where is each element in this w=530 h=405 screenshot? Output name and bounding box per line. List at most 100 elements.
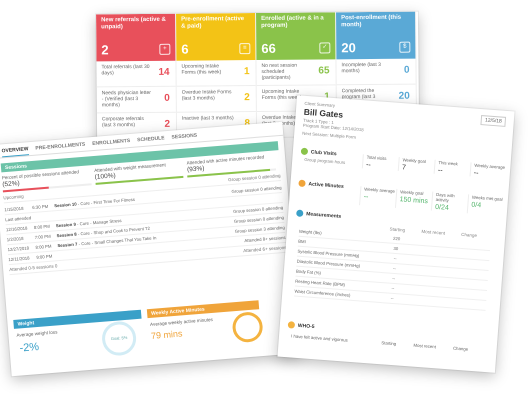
meas-title: Measurements (306, 210, 342, 220)
session-date: 1/2/2018 (6, 235, 24, 243)
am-cell: Weeks met goal 0/4 (466, 194, 505, 216)
measurement-change[interactable] (446, 302, 482, 305)
session-date: 12/11/2018 (8, 255, 30, 263)
who-title: WHO-5 (297, 322, 315, 330)
measurements-rows: Weight (lbs) 220 BMI 30 Systolic Blood Press… (294, 226, 491, 311)
who5-header: WHO-5 (287, 321, 315, 330)
club-label: Total visits (366, 154, 387, 162)
club-value: -- (365, 161, 372, 169)
measurement-change[interactable] (448, 282, 484, 285)
measurement-change[interactable] (451, 243, 487, 246)
session-name: Session 9 (55, 221, 77, 229)
measurement-change[interactable] (447, 292, 483, 295)
session-time: 6:30 PM (32, 203, 49, 211)
stats-column-header[interactable]: New referrals (active & unpaid) 2 + (96, 13, 176, 62)
person-plus-icon: + (159, 43, 171, 55)
club-cell: Weekly goal 7 (397, 156, 435, 174)
stats-row-label: Needs physician letter - (Verified (last… (101, 89, 151, 109)
stats-column-title: Post-enrollment (this month) (341, 14, 402, 29)
stats-row-label: Upcoming Intake Forms (this week) (181, 63, 222, 76)
stats-row-label: Incomplete (last 3 months) (341, 61, 381, 75)
stats-column-header[interactable]: Post-enrollment (this month) 20 $ (336, 11, 416, 60)
tab-overview[interactable]: OVERVIEW (1, 146, 29, 158)
measurements-icon (296, 209, 304, 217)
stats-row-label: Corporate referrals (last 3 months) (101, 115, 144, 129)
am-cell: Days with activity 0/24 (430, 191, 469, 214)
who5-cell: Change (452, 345, 469, 352)
measurement-start[interactable]: 30 (393, 245, 399, 252)
wam-value: 79 mins (150, 328, 183, 341)
ring-label: Goal: 5% (110, 334, 128, 342)
stats-row-value: 65 (318, 65, 330, 77)
session-right (221, 197, 283, 202)
session-name: Session 7 (57, 241, 78, 249)
measurement-start[interactable]: -- (391, 285, 395, 292)
measurement-recent[interactable] (412, 270, 448, 273)
tab-enrollments[interactable]: ENROLLMENTS (92, 138, 131, 148)
stats-column-value: 20 (341, 40, 356, 56)
club-sub: Group program hours (304, 156, 346, 165)
session-date: 12/27/2018 (7, 245, 30, 253)
stats-row-value: 1 (243, 66, 250, 78)
club-value: 7 (401, 164, 407, 172)
club-cell: This week -- (433, 159, 471, 177)
tab-pre-enrollments[interactable]: PRE-ENROLLMENTS (35, 141, 86, 152)
stats-row-label: Inactive (last 3 months) (181, 115, 234, 122)
overview-card: OVERVIEW PRE-ENROLLMENTS ENROLLMENTS SCH… (0, 121, 301, 377)
session-date: 1/15/2018 (4, 205, 24, 213)
stats-column-value: 66 (261, 40, 276, 56)
session-date: Last attended (4, 215, 32, 223)
tab-sessions[interactable]: SESSIONS (171, 132, 198, 141)
measurement-change[interactable] (450, 253, 486, 256)
measurement-recent[interactable] (410, 300, 446, 303)
weight-value: -2% (19, 340, 40, 355)
attended-summary: Attended 0-5 sessions 0 (9, 263, 58, 273)
club-value: -- (437, 166, 443, 175)
measurement-recent[interactable] (415, 240, 451, 243)
check-icon: ✓ (319, 42, 331, 54)
am-value: 0/24 (434, 203, 449, 212)
measurement-start[interactable]: -- (392, 275, 396, 282)
measurement-start[interactable]: -- (392, 265, 397, 272)
stats-row[interactable]: No next session scheduled (participants)… (256, 59, 336, 87)
date-badge[interactable]: 12/5/18 (480, 115, 507, 127)
stats-row[interactable]: Upcoming Intake Forms (this week) 1 (176, 60, 256, 87)
club-label: Weekly average (474, 162, 506, 170)
stats-row[interactable]: Incomplete (last 3 months) 0 (336, 58, 416, 86)
am-value: 0/4 (471, 201, 482, 210)
stats-row-value: 14 (158, 66, 170, 78)
active-minutes-header: Active Minutes (298, 179, 344, 190)
stats-row[interactable]: Needs physician letter - (Verified (last… (96, 86, 176, 114)
stats-row-value: 20 (398, 90, 410, 102)
measurement-start[interactable]: -- (390, 295, 394, 301)
session-time: 8:00 PM (33, 223, 51, 230)
stats-column-header[interactable]: Enrolled (active & in a program) 66 ✓ (256, 12, 336, 61)
measurement-change[interactable] (448, 273, 484, 276)
measurement-start[interactable]: -- (393, 255, 397, 262)
measurement-recent[interactable] (414, 250, 450, 253)
club-cell: Total visits -- (361, 154, 399, 171)
club-title: Club Visits (310, 148, 337, 157)
measurement-recent[interactable] (412, 280, 448, 283)
tab-schedule[interactable]: SCHEDULE (136, 135, 165, 144)
stats-column-title: Pre-enrollment (active & paid) (181, 16, 245, 30)
session-date: 12/16/2018 (5, 225, 28, 233)
measurement-start[interactable]: 220 (392, 235, 401, 242)
who5-row: I have felt active and vigorous Starting M… (291, 333, 481, 352)
measurement-change[interactable] (449, 263, 485, 266)
stats-row-label: No next session scheduled (participants) (261, 62, 298, 81)
stats-row-value: 0 (164, 92, 170, 104)
am-title: Active Minutes (308, 180, 344, 190)
stats-column-value: 2 (101, 42, 109, 58)
stats-column-title: New referrals (active & unpaid) (101, 16, 166, 31)
am-label: Weekly goal (399, 189, 424, 196)
session-time: 7:00 PM (34, 233, 51, 240)
stats-row[interactable]: Total referrals (last 30 days) 14 (96, 60, 176, 88)
who5-icon (287, 321, 296, 329)
stats-row[interactable]: Overdue Intake Forms (last 3 months) 2 (176, 86, 256, 113)
client-profile-card: Client Summary Bill Gates Track 1 Type :… (277, 95, 515, 373)
measurement-recent[interactable] (413, 260, 449, 263)
session-name: Session 8 (56, 231, 77, 239)
measurement-recent[interactable] (411, 290, 447, 293)
stats-column-header[interactable]: Pre-enrollment (active & paid) 6 ≡ (176, 13, 256, 61)
